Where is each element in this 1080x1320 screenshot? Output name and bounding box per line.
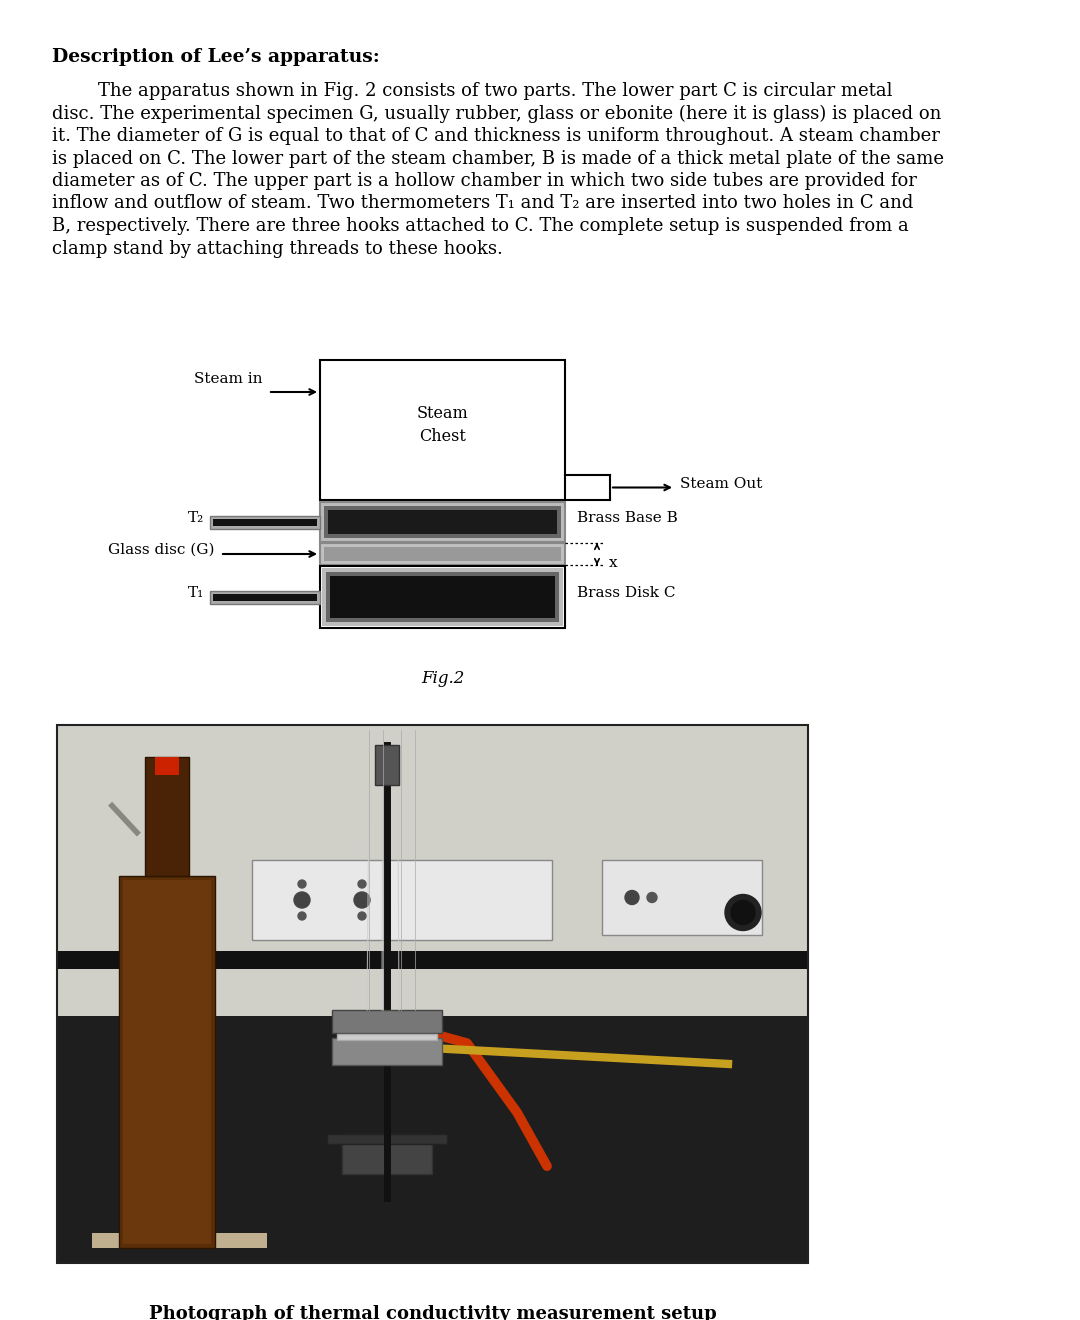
Bar <box>57 1015 808 1263</box>
Bar <box>213 519 318 525</box>
Bar <box>57 725 808 1015</box>
Bar <box>320 502 565 543</box>
Bar <box>252 861 552 940</box>
Text: clamp stand by attaching threads to these hooks.: clamp stand by attaching threads to thes… <box>52 239 503 257</box>
Bar <box>327 1134 447 1144</box>
Text: Steam
Chest: Steam Chest <box>417 405 469 445</box>
Bar <box>123 879 211 1243</box>
Bar <box>375 744 399 785</box>
Circle shape <box>357 912 366 920</box>
Text: Brass Disk C: Brass Disk C <box>577 586 675 601</box>
Circle shape <box>357 880 366 888</box>
Bar <box>324 546 561 561</box>
Bar <box>602 861 762 935</box>
Bar <box>320 566 565 628</box>
Text: Fig.2: Fig.2 <box>421 671 464 686</box>
Bar <box>119 875 215 1247</box>
Text: Glass disc (G): Glass disc (G) <box>108 543 215 557</box>
Bar <box>145 758 189 875</box>
Text: Brass Base B: Brass Base B <box>577 511 678 525</box>
Bar <box>213 594 318 601</box>
Bar <box>57 725 808 1263</box>
Bar <box>332 1038 442 1065</box>
Circle shape <box>647 892 657 903</box>
Text: Description of Lee’s apparatus:: Description of Lee’s apparatus: <box>52 48 380 66</box>
Bar <box>328 510 557 535</box>
Text: The apparatus shown in Fig. 2 consists of two parts. The lower part C is circula: The apparatus shown in Fig. 2 consists o… <box>52 82 892 100</box>
Text: Steam in: Steam in <box>194 372 264 385</box>
Text: inflow and outflow of steam. Two thermometers T₁ and T₂ are inserted into two ho: inflow and outflow of steam. Two thermom… <box>52 194 914 213</box>
Bar <box>57 725 808 1263</box>
Bar <box>57 950 808 969</box>
Bar <box>210 590 320 603</box>
Bar <box>332 1010 442 1034</box>
Circle shape <box>294 892 310 908</box>
Text: Photograph of thermal conductivity measurement setup: Photograph of thermal conductivity measu… <box>149 1305 716 1320</box>
Bar <box>92 1233 267 1247</box>
Text: disc. The experimental specimen G, usually rubber, glass or ebonite (here it is : disc. The experimental specimen G, usual… <box>52 104 942 123</box>
Bar <box>322 568 563 626</box>
Bar <box>337 1034 437 1040</box>
Bar <box>324 506 561 539</box>
Bar <box>320 360 565 500</box>
Bar <box>330 576 555 618</box>
Text: it. The diameter of G is equal to that of C and thickness is uniform throughout.: it. The diameter of G is equal to that o… <box>52 127 940 145</box>
Bar <box>156 758 179 775</box>
Text: is placed on C. The lower part of the steam chamber, B is made of a thick metal : is placed on C. The lower part of the st… <box>52 149 944 168</box>
Text: B, respectively. There are three hooks attached to C. The complete setup is susp: B, respectively. There are three hooks a… <box>52 216 908 235</box>
Bar <box>320 543 565 565</box>
Circle shape <box>298 912 306 920</box>
Circle shape <box>298 880 306 888</box>
Circle shape <box>354 892 370 908</box>
Bar <box>342 1134 432 1173</box>
Circle shape <box>725 895 761 931</box>
Text: T₁: T₁ <box>188 586 204 601</box>
Text: diameter as of C. The upper part is a hollow chamber in which two side tubes are: diameter as of C. The upper part is a ho… <box>52 172 917 190</box>
Text: T₂: T₂ <box>188 511 204 525</box>
Text: x: x <box>609 556 618 570</box>
Circle shape <box>731 900 755 924</box>
Circle shape <box>625 891 639 904</box>
Text: Steam Out: Steam Out <box>680 477 762 491</box>
Bar <box>326 572 559 622</box>
Bar <box>210 516 320 528</box>
